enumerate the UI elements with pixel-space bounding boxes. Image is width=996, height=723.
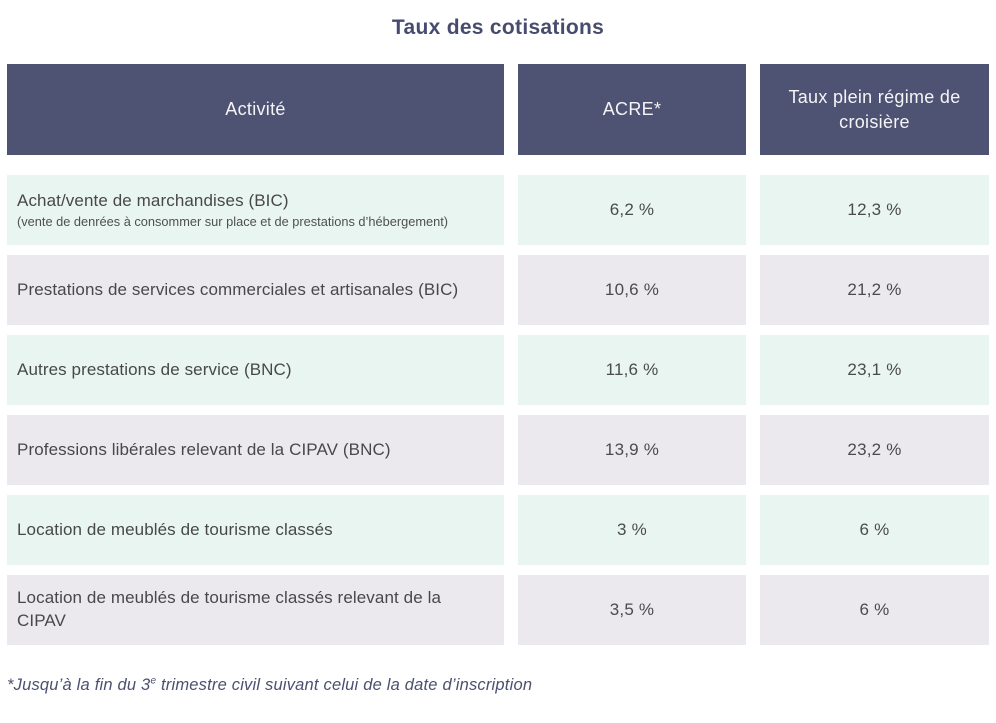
page-title: Taux des cotisations — [391, 16, 605, 39]
activity-label: Professions libérales relevant de la CIP… — [17, 439, 391, 459]
acre-value: 6,2 % — [518, 175, 746, 245]
full-rate-value: 23,1 % — [760, 335, 989, 405]
activity-cell: Location de meublés de tourisme classés … — [7, 575, 504, 645]
activity-label: Prestations de services commerciales et … — [17, 279, 459, 299]
footnote-suffix: trimestre civil suivant celui de la date… — [156, 676, 533, 694]
activity-label: Location de meublés de tourisme classés — [17, 519, 333, 539]
acre-value: 10,6 % — [518, 255, 746, 325]
table-row: Autres prestations de service (BNC) 11,6… — [7, 335, 989, 405]
acre-value: 3 % — [518, 495, 746, 565]
table-header-row: Activité ACRE* Taux plein régime de croi… — [7, 64, 989, 155]
activity-label: Achat/vente de marchandises (BIC) — [17, 190, 289, 210]
footnote-prefix: *Jusqu’à la fin du 3 — [7, 676, 151, 694]
table-row: Achat/vente de marchandises (BIC) (vente… — [7, 175, 989, 245]
full-rate-value: 12,3 % — [760, 175, 989, 245]
activity-cell: Autres prestations de service (BNC) — [7, 335, 504, 405]
header-acre: ACRE* — [518, 64, 746, 155]
acre-value: 3,5 % — [518, 575, 746, 645]
activity-cell: Location de meublés de tourisme classés — [7, 495, 504, 565]
acre-value: 11,6 % — [518, 335, 746, 405]
activity-label: Autres prestations de service (BNC) — [17, 359, 292, 379]
activity-cell: Achat/vente de marchandises (BIC) (vente… — [7, 175, 504, 245]
header-full-rate: Taux plein régime de croisière — [760, 64, 989, 155]
table-row: Professions libérales relevant de la CIP… — [7, 415, 989, 485]
full-rate-value: 6 % — [760, 495, 989, 565]
full-rate-value: 21,2 % — [760, 255, 989, 325]
full-rate-value: 6 % — [760, 575, 989, 645]
table-row: Location de meublés de tourisme classés … — [7, 495, 989, 565]
footnote-superscript: e — [150, 675, 157, 687]
activity-note: (vente de denrées à consommer sur place … — [17, 213, 449, 229]
activity-label: Location de meublés de tourisme classés … — [17, 588, 442, 630]
table-row: Location de meublés de tourisme classés … — [7, 575, 989, 645]
acre-footnote: *Jusqu’à la fin du 3e trimestre civil su… — [7, 676, 989, 695]
activity-cell: Prestations de services commerciales et … — [7, 255, 504, 325]
activity-cell: Professions libérales relevant de la CIP… — [7, 415, 504, 485]
full-rate-value: 23,2 % — [760, 415, 989, 485]
table-row: Prestations de services commerciales et … — [7, 255, 989, 325]
header-activity: Activité — [7, 64, 504, 155]
acre-value: 13,9 % — [518, 415, 746, 485]
